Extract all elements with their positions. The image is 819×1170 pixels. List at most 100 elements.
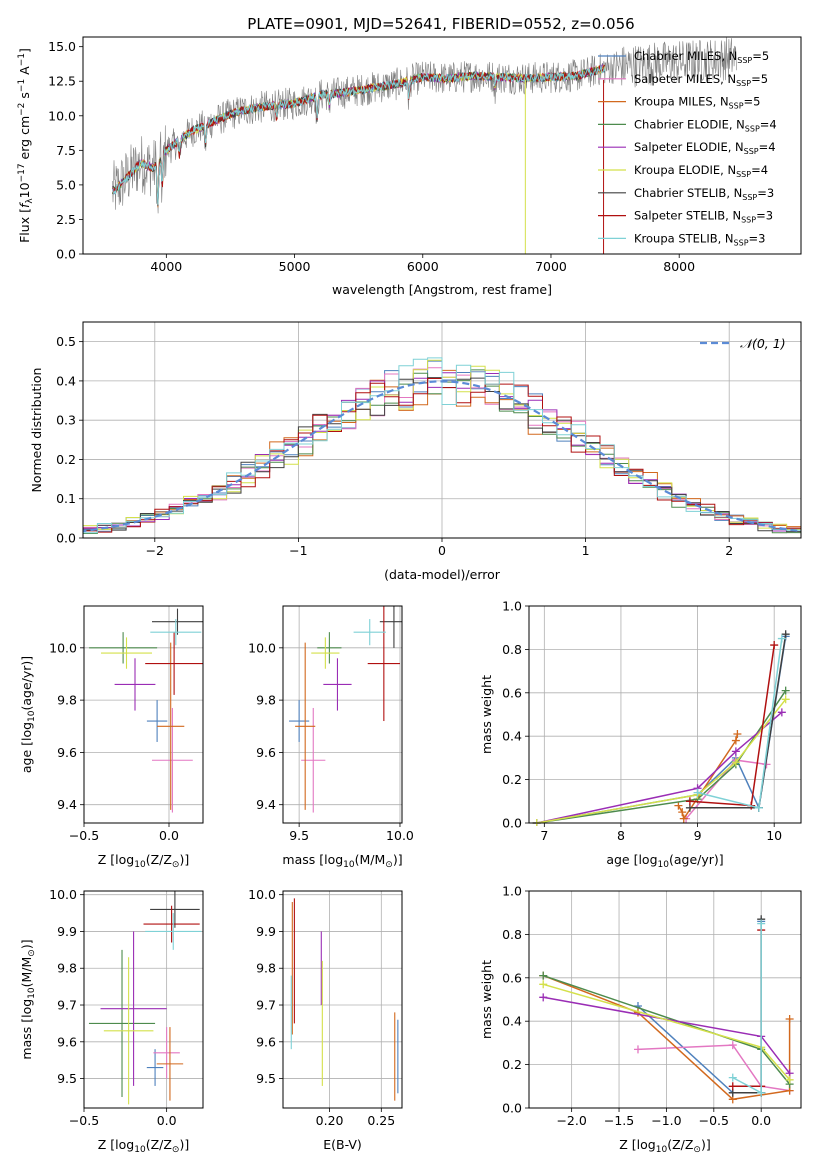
weight-vs-age-ytick-label: 0.6: [502, 685, 522, 700]
mass-vs-EBV-ytick-label: 9.7: [256, 998, 276, 1013]
mass-vs-Z-errorbar-point: [88, 949, 156, 1097]
weight-vs-Z-series-line: [637, 1044, 790, 1092]
spectrum-legend-entry: Chabrier STELIB, NSSP=3: [634, 186, 774, 202]
age-vs-mass-ytick-label: 9.8: [256, 693, 276, 708]
weight-vs-Z-marker: [539, 993, 548, 1002]
age-vs-mass-errorbar-point: [367, 606, 400, 722]
residuals-ytick-label: 0.0: [56, 531, 76, 546]
mass-vs-Z-errorbar-point: [100, 931, 167, 1086]
weight-vs-age-ytick-label: 0.4: [502, 729, 522, 744]
age-vs-Z-ytick-label: 9.4: [57, 797, 77, 812]
spectrum-plot-area: [112, 37, 737, 254]
weight-vs-age-xtick-label: 10: [766, 828, 782, 843]
spectrum-legend-entry: Chabrier MILES, NSSP=5: [634, 49, 769, 65]
mass-vs-EBV-ytick-label: 9.9: [256, 924, 276, 939]
mass-vs-Z-xtick-label: 0.0: [157, 1113, 177, 1128]
weight-vs-age-xlabel: age [log10(age/yr)]: [606, 852, 723, 870]
age-vs-mass-ytick-label: 10.0: [248, 640, 276, 655]
weight-vs-age-ytick-label: 1.0: [502, 599, 522, 614]
mass-vs-Z-ytick-label: 9.7: [57, 998, 77, 1013]
weight-vs-Z-marker: [785, 1015, 794, 1024]
spectrum-xtick-label: 6000: [407, 259, 439, 274]
age-vs-Z-errorbar-point: [101, 637, 152, 669]
mass-vs-EBV-ytick-label: 9.8: [256, 961, 276, 976]
weight-vs-Z-ytick-label: 0.2: [502, 1057, 522, 1072]
weight-vs-Z-marker: [728, 1041, 737, 1050]
age-vs-Z-errorbar-point: [152, 608, 203, 635]
weight-vs-Z-xtick-label: −2.0: [556, 1113, 586, 1128]
mass-vs-EBV-xtick-label: 0.20: [316, 1113, 344, 1128]
spectrum-model-line: [112, 65, 606, 205]
weight-vs-age-plot-area: [532, 630, 790, 826]
mass-vs-Z-errorbar-point: [146, 1049, 164, 1086]
residuals-ylabel: Normed distribution: [29, 368, 44, 493]
age-vs-Z-errorbar-point: [157, 642, 185, 810]
weight-vs-Z-ylabel: mass weight: [479, 960, 494, 1039]
weight-vs-age-ylabel: mass weight: [479, 675, 494, 754]
weight-vs-Z-marker: [728, 1073, 737, 1082]
mass-vs-Z-frame: −0.5 0.0 9.5 9.6 9.7 9.8 9.9 10.0: [49, 887, 204, 1128]
figure-title: PLATE=0901, MJD=52641, FIBERID=0552, z=0…: [247, 15, 634, 33]
age-vs-Z-errorbar-point: [146, 700, 168, 742]
residuals-plot-area: [83, 357, 801, 537]
weight-vs-Z-marker: [785, 1075, 794, 1084]
weight-vs-Z-series: [728, 919, 766, 1097]
residuals-ytick-label: 0.3: [56, 413, 76, 428]
spectrum-frame: 4000 5000 6000 7000 8000 0.0 2.5 5.0 7.5 10.0 12.5…: [48, 36, 802, 274]
mass-vs-EBV-spines: [282, 890, 403, 1109]
mass-vs-Z-ytick-label: 9.9: [57, 924, 77, 939]
weight-vs-Z-marker: [539, 971, 548, 980]
mass-vs-Z-spines: [83, 890, 204, 1109]
age-vs-mass-errorbar-point: [311, 637, 340, 669]
spectrum-legend-entry: Kroupa ELODIE, NSSP=4: [634, 163, 768, 179]
weight-vs-age-spines: [528, 605, 802, 824]
age-vs-Z-ylabel: age [log10(age/yr)]: [19, 656, 37, 773]
residuals-frame: −2 −1 0 1 2 0.0 0.1 0.2 0.3 0.4 0.5: [56, 321, 802, 558]
age-vs-Z-errorbar-point: [114, 658, 156, 711]
mass-vs-EBV-ytick-label: 9.5: [256, 1071, 276, 1086]
mass-vs-Z-errorbar-point: [156, 1027, 184, 1101]
spectrum-ytick-label: 2.5: [56, 212, 76, 227]
age-vs-mass-spines: [282, 605, 403, 824]
spectrum-legend-entry: Kroupa MILES, NSSP=5: [634, 95, 760, 111]
mass-vs-EBV-ytick-label: 9.6: [256, 1034, 276, 1049]
residuals-xlabel: (data-model)/error: [384, 567, 501, 582]
age-vs-mass-xlabel: mass [log10(M/M⊙)]: [282, 852, 402, 870]
weight-vs-Z-ytick-label: 1.0: [502, 884, 522, 899]
weight-vs-Z-ytick-label: 0.8: [502, 927, 522, 942]
spectrum-legend: Chabrier MILES, NSSP=5 Salpeter MILES, NS…: [598, 49, 777, 247]
weight-vs-age-marker: [674, 801, 683, 810]
age-vs-mass-ytick-label: 9.6: [256, 745, 276, 760]
mass-vs-Z-plot-area: [88, 891, 202, 1105]
age-vs-mass-errorbar-point: [289, 700, 310, 742]
weight-vs-Z-marker: [757, 1088, 766, 1097]
mass-vs-Z-xlabel: Z [log10(Z/Z⊙)]: [98, 1137, 189, 1155]
age-vs-Z-errorbar-point: [150, 619, 202, 646]
age-vs-Z-xtick-label: 0.0: [159, 828, 179, 843]
spectrum-ylabel: Flux [fλ10−17 erg cm−2 s−1 A−1]: [17, 48, 35, 243]
age-vs-mass-errorbar-point: [323, 658, 352, 711]
mass-vs-EBV-axes: [283, 891, 402, 1108]
weight-vs-Z-spines: [528, 890, 802, 1109]
mass-vs-EBV-ytick-label: 10.0: [248, 887, 276, 902]
weight-vs-Z-ytick-label: 0.6: [502, 970, 522, 985]
residuals-xtick-label: −1: [289, 543, 307, 558]
residuals-xtick-label: 1: [582, 543, 590, 558]
weight-vs-age-series-line: [536, 690, 787, 824]
weight-vs-Z-marker: [539, 980, 548, 989]
spectrum-ytick-label: 5.0: [56, 177, 76, 192]
spectrum-xtick-label: 8000: [663, 259, 695, 274]
mass-vs-Z-ytick-label: 9.8: [57, 961, 77, 976]
residuals-ytick-label: 0.1: [56, 491, 76, 506]
residuals-legend-entry: 𝒩(0, 1): [740, 336, 786, 351]
mass-vs-EBV-xtick-label: 0.25: [367, 1113, 395, 1128]
weight-vs-Z-frame: −2.0 −1.5 −1.0 −0.5 0.0 0.0 0.2 0.4 0.6 0.8 1.0: [502, 884, 802, 1128]
age-vs-mass-xtick-label: 9.5: [289, 828, 309, 843]
weight-vs-age-marker: [733, 730, 742, 739]
weight-vs-Z-xtick-label: −1.5: [604, 1113, 634, 1128]
mass-vs-EBV-plot-area: [290, 898, 399, 1101]
age-vs-Z-ytick-label: 10.0: [49, 640, 77, 655]
age-vs-Z-errorbar-point: [152, 707, 193, 813]
weight-vs-Z-xtick-label: −0.5: [699, 1113, 729, 1128]
